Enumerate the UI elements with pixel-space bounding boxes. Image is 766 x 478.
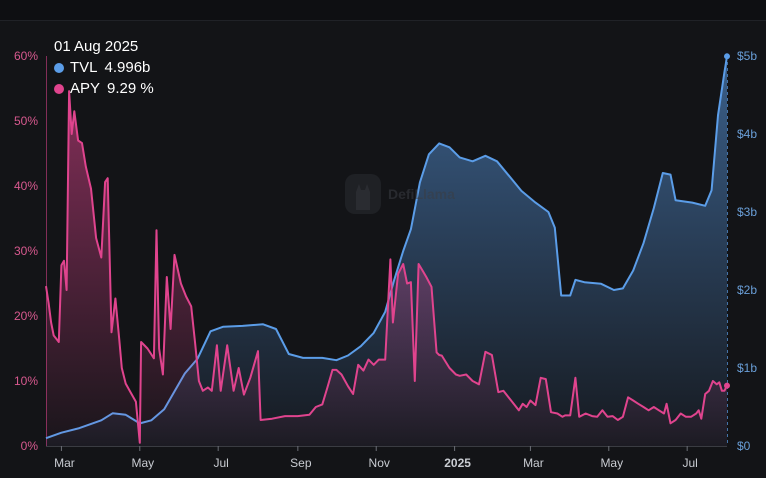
x-tick-label: May bbox=[131, 456, 154, 470]
top-bar bbox=[0, 0, 766, 21]
apy-line bbox=[45, 90, 728, 444]
y-right-tick-label: $0 bbox=[737, 439, 751, 453]
tooltip-tvl-label: TVL bbox=[70, 59, 98, 76]
defillama-watermark: DefiLlama bbox=[344, 172, 455, 216]
x-tick-label: Mar bbox=[54, 456, 75, 470]
y-left-tick-label: 40% bbox=[14, 179, 38, 193]
x-tick-label: Sep bbox=[290, 456, 312, 470]
y-right-tick-label: $4b bbox=[737, 127, 757, 141]
x-tick-label: Jul bbox=[682, 456, 697, 470]
tvl-legend-dot-icon bbox=[54, 62, 64, 73]
tooltip-apy-label: APY bbox=[70, 80, 101, 97]
y-right-tick-label: $3b bbox=[737, 205, 757, 219]
y-left-tick-label: 20% bbox=[14, 309, 38, 323]
y-left-tick-label: 50% bbox=[14, 114, 38, 128]
watermark-text: DefiLlama bbox=[388, 186, 455, 202]
tooltip-apy-row: APY 9.29 % bbox=[54, 78, 154, 99]
x-tick-label: Nov bbox=[369, 456, 390, 470]
llama-logo-icon bbox=[345, 174, 381, 214]
x-tick-label: Jul bbox=[214, 456, 229, 470]
y-left-tick-label: 60% bbox=[14, 49, 38, 63]
tooltip-tvl-value: 4.996b bbox=[104, 59, 151, 76]
tvl-hover-point bbox=[724, 53, 730, 60]
x-tick-label: May bbox=[600, 456, 623, 470]
y-right-tick-label: $1b bbox=[737, 361, 757, 375]
y-right-tick-label: $5b bbox=[737, 49, 757, 63]
tooltip-tvl-row: TVL 4.996b bbox=[54, 57, 154, 78]
apy-hover-point bbox=[724, 382, 730, 389]
tooltip-date: 01 Aug 2025 bbox=[54, 38, 139, 55]
chart-tooltip: 01 Aug 2025 TVL 4.996b APY 9.29 % bbox=[54, 36, 154, 99]
tooltip-apy-value: 9.29 % bbox=[107, 80, 154, 97]
y-left-tick-label: 30% bbox=[14, 244, 38, 258]
apy-legend-dot-icon bbox=[54, 83, 64, 94]
x-tick-label: 2025 bbox=[444, 456, 471, 470]
y-left-tick-label: 10% bbox=[14, 374, 38, 388]
y-right-tick-label: $2b bbox=[737, 283, 757, 297]
x-tick-label: Mar bbox=[523, 456, 544, 470]
y-left-tick-label: 0% bbox=[21, 439, 39, 453]
